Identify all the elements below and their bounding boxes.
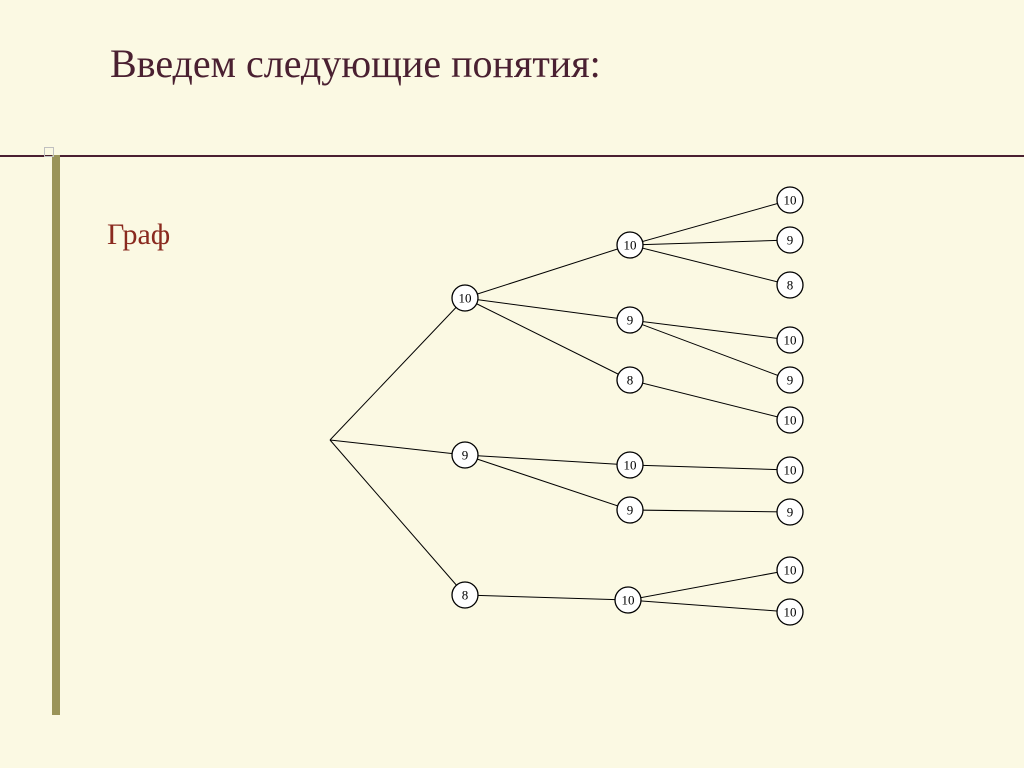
svg-text:8: 8	[627, 373, 634, 388]
svg-text:9: 9	[462, 448, 469, 463]
svg-text:9: 9	[787, 505, 794, 520]
slide-title: Введем следующие понятия:	[110, 40, 601, 87]
vertical-accent-bar	[52, 155, 60, 715]
svg-text:8: 8	[787, 278, 794, 293]
svg-text:9: 9	[627, 313, 634, 328]
svg-text:10: 10	[459, 291, 472, 306]
slide: Введем следующие понятия: Граф 109810981…	[0, 0, 1024, 768]
svg-text:10: 10	[784, 463, 797, 478]
graph-label: Граф	[107, 218, 170, 252]
svg-text:10: 10	[784, 605, 797, 620]
tree-graph: 10 9 8 10 9 8 10 9 10 10 9 8 10 9 10 10 9 10 10	[290, 180, 850, 640]
svg-text:9: 9	[787, 233, 794, 248]
svg-text:10: 10	[784, 563, 797, 578]
svg-text:10: 10	[784, 333, 797, 348]
corner-guide	[44, 147, 54, 157]
svg-text:10: 10	[624, 458, 637, 473]
svg-text:9: 9	[787, 373, 794, 388]
svg-text:10: 10	[622, 593, 635, 608]
svg-text:10: 10	[784, 193, 797, 208]
svg-text:9: 9	[627, 503, 634, 518]
horizontal-rule	[0, 155, 1024, 157]
svg-text:8: 8	[462, 588, 469, 603]
svg-text:10: 10	[784, 413, 797, 428]
svg-text:10: 10	[624, 238, 637, 253]
